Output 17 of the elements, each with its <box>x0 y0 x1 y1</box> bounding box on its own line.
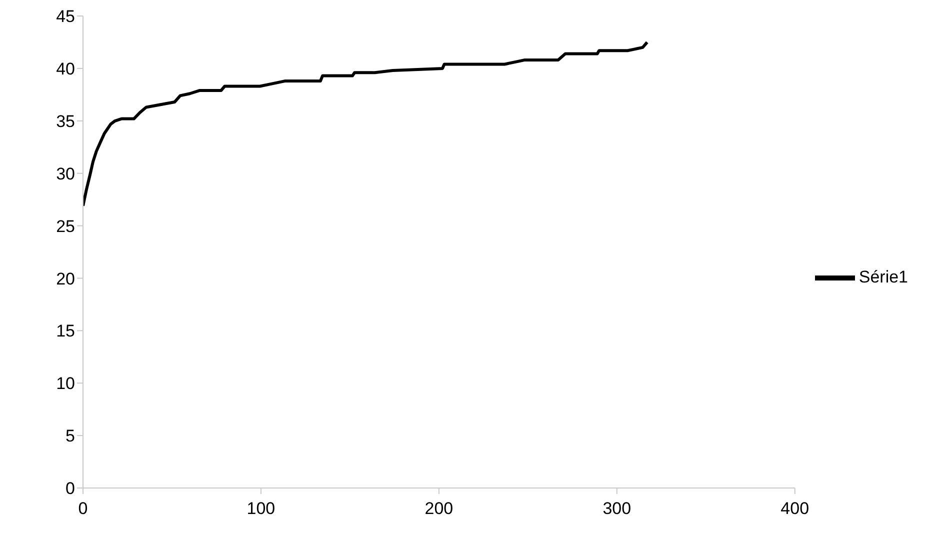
y-tick-label: 10 <box>56 374 75 394</box>
y-tick-label: 30 <box>56 164 75 184</box>
y-tick-label: 15 <box>56 322 75 341</box>
x-tick-label: 200 <box>424 499 454 518</box>
x-tick-label: 100 <box>246 499 276 518</box>
y-tick-label: 0 <box>66 479 75 498</box>
line-series <box>83 40 649 208</box>
y-tick-label: 25 <box>56 216 75 236</box>
y-tick-label: 20 <box>56 269 75 288</box>
y-tick-label: 5 <box>66 426 75 446</box>
x-tick-label: 300 <box>602 499 632 518</box>
legend-label: Série1 <box>858 267 908 286</box>
x-tick-label: 400 <box>780 499 810 518</box>
y-tick-label: 40 <box>56 59 75 78</box>
y-tick-label: 35 <box>56 112 75 131</box>
x-tick-label: 0 <box>78 499 88 518</box>
y-tick-label: 45 <box>56 7 75 26</box>
